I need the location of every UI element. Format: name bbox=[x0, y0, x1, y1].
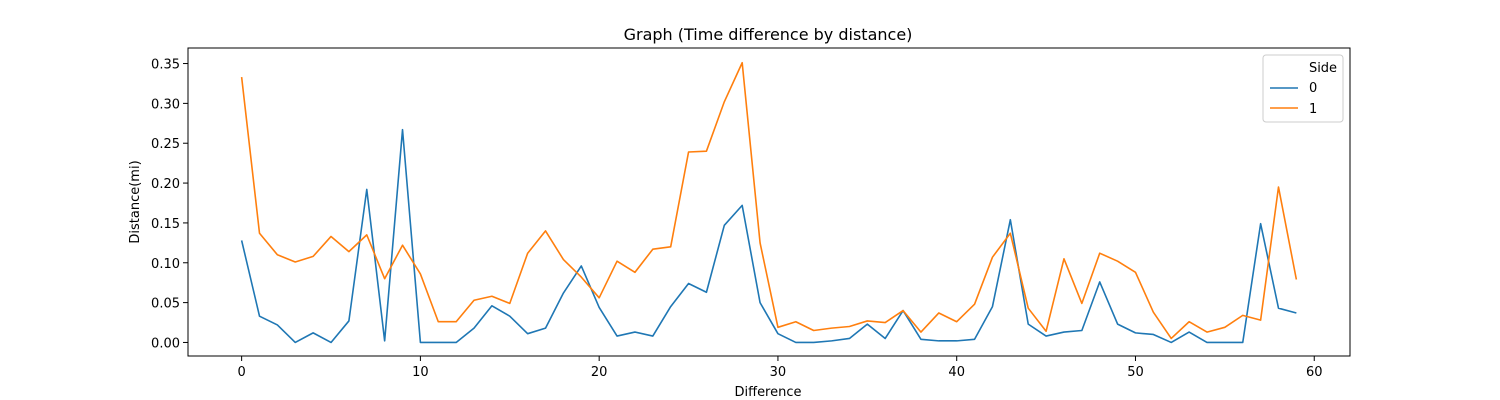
x-tick-label: 20 bbox=[591, 365, 608, 380]
chart-title: Graph (Time difference by distance) bbox=[624, 25, 913, 44]
x-tick-label: 30 bbox=[770, 365, 787, 380]
y-tick-label: 0.25 bbox=[151, 137, 180, 152]
legend-title: Side bbox=[1309, 61, 1337, 76]
x-tick-label: 10 bbox=[412, 365, 429, 380]
legend-label-series-0: 0 bbox=[1309, 81, 1317, 96]
y-tick-label: 0.15 bbox=[151, 217, 180, 232]
series-0-line bbox=[240, 128, 1297, 344]
y-tick-label: 0.35 bbox=[151, 58, 180, 73]
y-axis: 0.00 0.05 0.10 0.15 0.20 0.25 0.30 0.35 bbox=[151, 58, 188, 351]
y-tick-label: 0.30 bbox=[151, 97, 180, 112]
x-axis-label: Difference bbox=[734, 385, 801, 400]
y-tick-label: 0.05 bbox=[151, 297, 180, 312]
x-tick-label: 0 bbox=[237, 365, 245, 380]
x-tick-label: 40 bbox=[948, 365, 965, 380]
plot-lines bbox=[240, 61, 1298, 344]
y-axis-label: Distance(mi) bbox=[128, 160, 143, 243]
y-tick-label: 0.00 bbox=[151, 336, 180, 351]
legend: Side 0 1 bbox=[1262, 54, 1344, 123]
plot-area-frame bbox=[187, 47, 1351, 357]
x-tick-label: 50 bbox=[1127, 365, 1144, 380]
legend-label-series-1: 1 bbox=[1309, 102, 1317, 117]
y-tick-label: 0.20 bbox=[151, 177, 180, 192]
x-axis: 0 10 20 30 40 50 60 bbox=[237, 356, 1323, 380]
legend-box bbox=[1262, 54, 1344, 123]
series-1-line bbox=[240, 61, 1298, 340]
y-tick-label: 0.10 bbox=[151, 257, 180, 272]
x-tick-label: 60 bbox=[1306, 365, 1323, 380]
